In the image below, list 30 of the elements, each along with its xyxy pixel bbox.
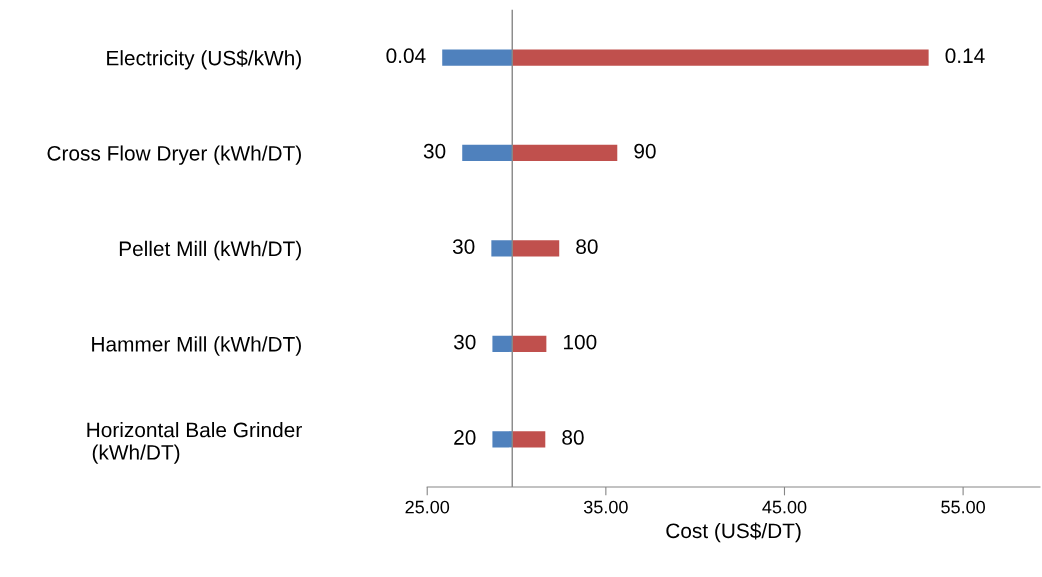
x-tick-label: 35.00 xyxy=(583,500,628,514)
y-tick-label: Pellet Mill (kWh/DT) xyxy=(119,240,301,261)
annotation: 90 xyxy=(634,143,656,159)
y-tick-label: Hammer Mill (kWh/DT) xyxy=(92,336,301,356)
annotation: 80 xyxy=(576,239,598,254)
y-tick-label: Cross Flow Dryer (kWh/DT) xyxy=(47,145,301,165)
annotation: 0.04 xyxy=(386,48,426,64)
bar xyxy=(491,240,513,257)
y-tick-label: Electricity (US$/kWh) xyxy=(107,49,301,70)
annotation: 0.14 xyxy=(945,48,985,64)
bar xyxy=(512,240,560,257)
bar xyxy=(512,335,547,352)
bar xyxy=(492,431,513,448)
x-axis-title: Cost (US$/DT) xyxy=(666,522,801,543)
annotation: 30 xyxy=(452,239,475,254)
x-tick-label: 45.00 xyxy=(762,500,807,514)
x-tick-label: 55.00 xyxy=(941,500,985,514)
annotation: 30 xyxy=(453,334,476,350)
annotation: 80 xyxy=(562,430,584,445)
bar xyxy=(512,144,618,162)
bar xyxy=(492,335,513,352)
bar xyxy=(462,144,513,162)
y-tick-label: Horizontal Bale Grinder (kWh/DT) xyxy=(87,422,302,464)
bar xyxy=(512,49,929,66)
bar xyxy=(512,431,546,448)
annotation: 20 xyxy=(454,430,476,445)
annotation: 100 xyxy=(564,334,597,350)
x-tick-label: 25.00 xyxy=(405,500,450,514)
annotation: 30 xyxy=(423,143,446,159)
bar xyxy=(442,49,513,66)
